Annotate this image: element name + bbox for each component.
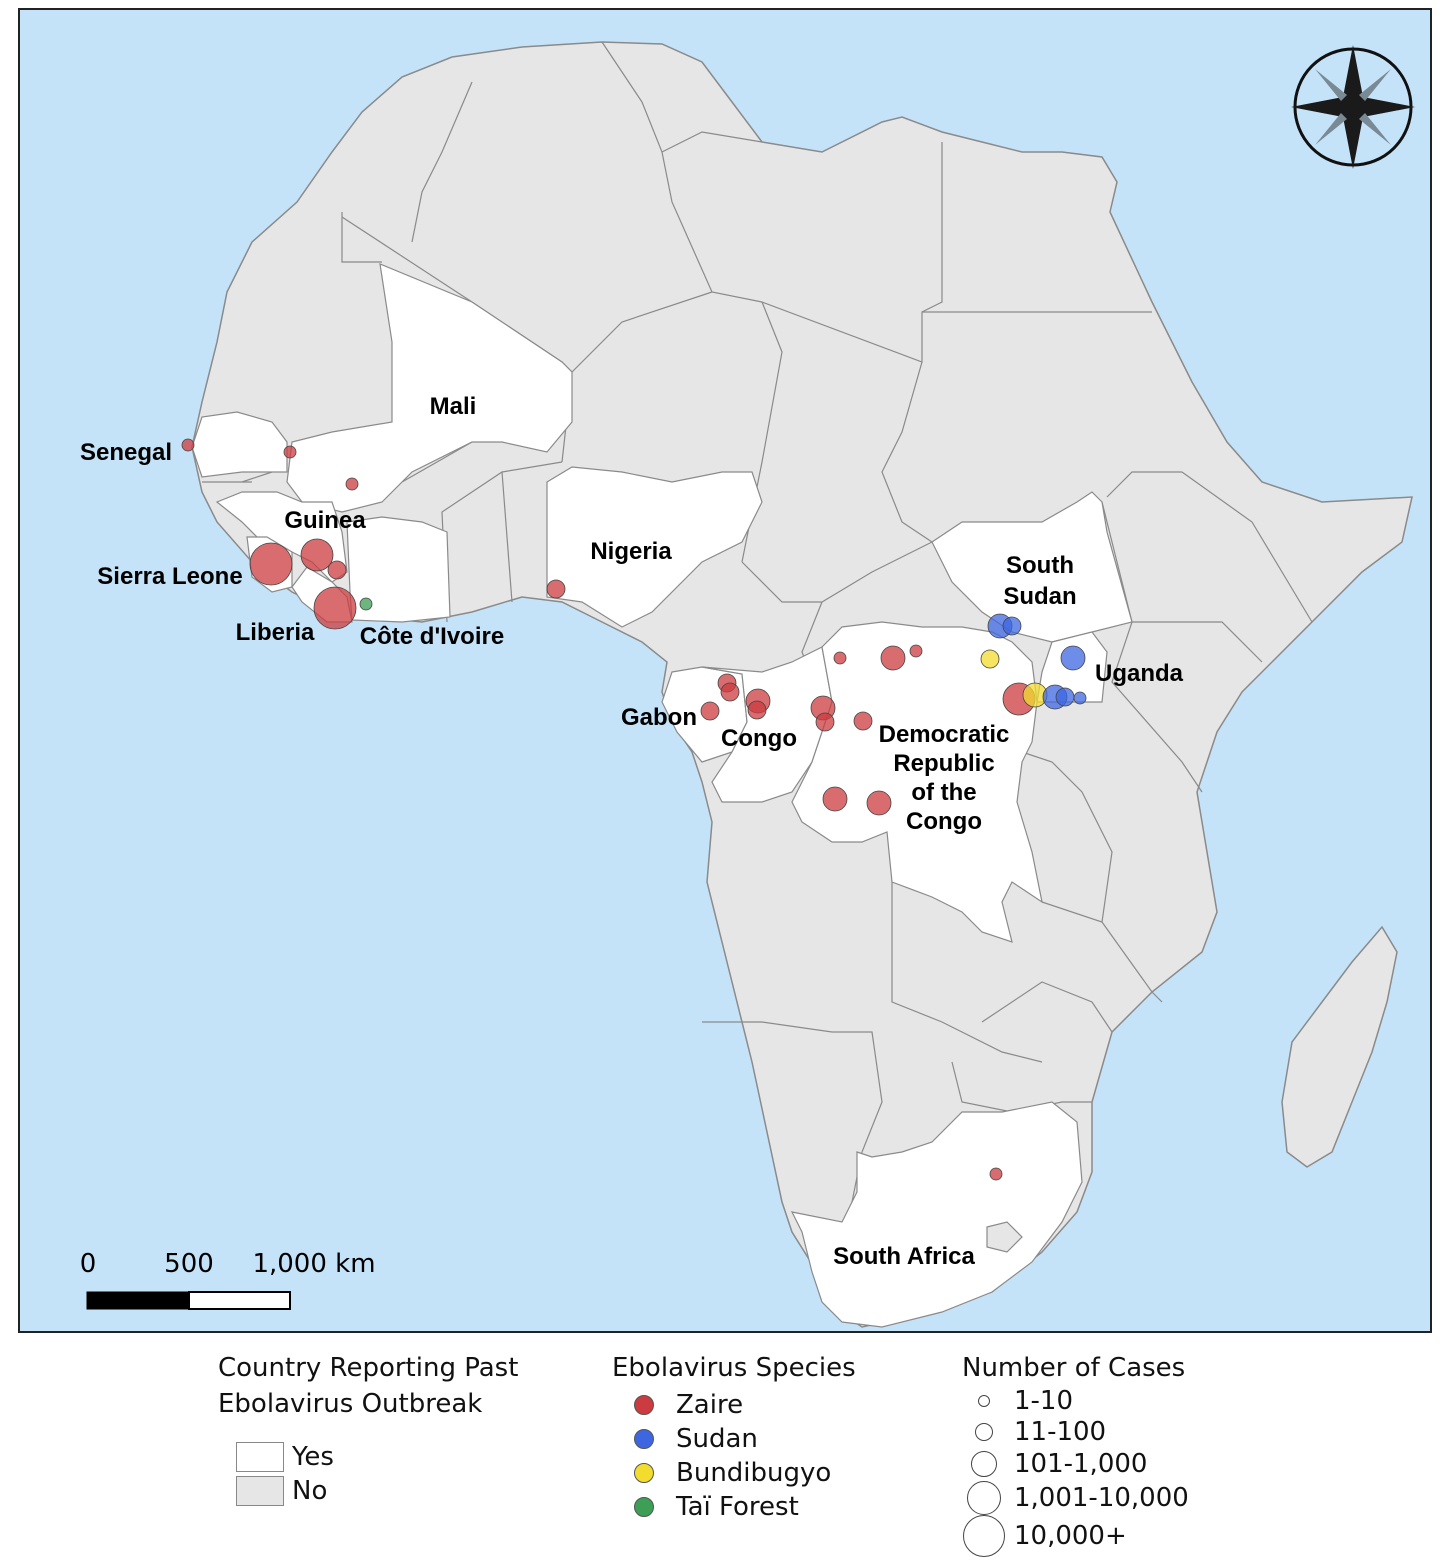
legend-case-counts: Number of Cases 1-10 11-100 101-1,000 1,001…: [962, 1350, 1189, 1557]
outbreak-marker-zaire: [989, 1167, 1003, 1181]
country-nigeria: [546, 466, 763, 628]
legend-no-row: No: [236, 1474, 518, 1508]
outbreak-marker-sudan: [1002, 616, 1022, 636]
legend-species: Ebolavirus Species Zaire Sudan Bundibugyo T…: [612, 1350, 856, 1524]
yes-countries: [191, 263, 1133, 1328]
label-uganda: Uganda: [1095, 660, 1184, 687]
legend-species-row: Zaire: [612, 1388, 856, 1422]
outbreak-marker-zaire: [313, 586, 357, 630]
no-swatch: [236, 1476, 284, 1506]
label-nigeria: Nigeria: [590, 538, 672, 565]
legend-cases-label: 1,001-10,000: [1014, 1483, 1189, 1513]
legend-species-title: Ebolavirus Species: [612, 1353, 856, 1383]
africa-map: 0 500 1,000 km Senegal Mali Guinea Sierr…: [20, 10, 1430, 1331]
scale-tick-1000: 1,000 km: [252, 1249, 375, 1279]
legend-cases-row: 10,000+: [962, 1515, 1189, 1557]
outbreak-marker-zaire: [345, 477, 359, 491]
legend-country-title: Country Reporting Past Ebolavirus Outbre…: [218, 1353, 519, 1419]
outbreak-marker-zaire: [822, 786, 848, 812]
outbreak-marker-zaire: [720, 682, 740, 702]
label-liberia: Liberia: [236, 619, 315, 646]
species-dot-icon: [634, 1463, 654, 1483]
legend-cases-label: 1-10: [1014, 1386, 1074, 1416]
country-mali: [286, 263, 573, 513]
scale-bar: 0 500 1,000 km: [80, 1249, 376, 1310]
country-congo: [701, 646, 833, 803]
country-south-africa: [790, 1101, 1083, 1328]
legend-cases-row: 1-10: [962, 1386, 1189, 1416]
label-drc-line3: of the: [911, 779, 976, 806]
scale-tick-0: 0: [80, 1249, 97, 1279]
map-frame: 0 500 1,000 km Senegal Mali Guinea Sierr…: [18, 8, 1432, 1333]
label-gabon: Gabon: [621, 704, 697, 731]
outbreak-marker-sudan: [1073, 691, 1087, 705]
label-congo: Congo: [721, 725, 797, 752]
legend-cases-row: 1,001-10,000: [962, 1480, 1189, 1516]
label-south-sudan-line2: Sudan: [1003, 583, 1076, 610]
outbreak-markers: [181, 438, 1087, 1181]
legend-species-label: Zaire: [676, 1390, 744, 1420]
legend-cases-label: 10,000+: [1014, 1521, 1127, 1551]
outbreak-marker-sudan: [1055, 687, 1075, 707]
lesotho: [986, 1221, 1023, 1253]
label-senegal: Senegal: [80, 439, 172, 466]
label-guinea: Guinea: [284, 507, 366, 534]
yes-swatch: [236, 1442, 284, 1472]
madagascar: [1281, 925, 1398, 1168]
outbreak-marker-zaire: [909, 644, 923, 658]
legend-species-row: Taï Forest: [612, 1490, 856, 1524]
legend-cases-row: 11-100: [962, 1416, 1189, 1448]
legend-yes-row: Yes: [236, 1440, 518, 1474]
species-dot-icon: [634, 1497, 654, 1517]
legend-yes-label: Yes: [292, 1442, 334, 1472]
case-size-circle-icon: [967, 1481, 1001, 1515]
label-mali: Mali: [430, 393, 477, 420]
label-sierra-leone: Sierra Leone: [97, 563, 242, 590]
scale-tick-500: 500: [164, 1249, 214, 1279]
outbreak-marker-sudan: [1060, 645, 1086, 671]
case-size-circle-icon: [978, 1395, 990, 1407]
label-drc-line2: Republic: [893, 750, 994, 777]
outbreak-marker-bundibugyo: [980, 649, 1000, 669]
case-size-circle-icon: [971, 1451, 997, 1477]
legend-species-row: Bundibugyo: [612, 1456, 856, 1490]
legend-species-row: Sudan: [612, 1422, 856, 1456]
label-drc-line1: Democratic: [879, 721, 1010, 748]
outbreak-marker-zaire: [300, 538, 334, 572]
legend-species-label: Bundibugyo: [676, 1458, 832, 1488]
country-borders: [202, 41, 1313, 1203]
species-dot-icon: [634, 1395, 654, 1415]
legend-country-status: Country Reporting Past Ebolavirus Outbre…: [218, 1350, 518, 1508]
outbreak-marker-zaire: [833, 651, 847, 665]
outbreak-marker-zaire: [853, 711, 873, 731]
outbreak-marker-zaire: [880, 645, 906, 671]
case-size-circle-icon: [963, 1515, 1005, 1557]
north-arrow-icon: [1291, 45, 1415, 169]
label-south-africa: South Africa: [833, 1243, 975, 1270]
legend-cases-title: Number of Cases: [962, 1353, 1186, 1383]
legend-cases-label: 101-1,000: [1014, 1449, 1148, 1479]
legend-cases-row: 101-1,000: [962, 1448, 1189, 1480]
outbreak-marker-zaire: [866, 790, 892, 816]
legend-no-label: No: [292, 1476, 328, 1506]
country-labels: Senegal Mali Guinea Sierra Leone Liberia…: [80, 393, 1184, 1270]
outbreak-marker-zaire: [283, 445, 297, 459]
species-dot-icon: [634, 1429, 654, 1449]
legend-cases-label: 11-100: [1014, 1417, 1107, 1447]
label-south-sudan-line1: South: [1006, 552, 1074, 579]
label-drc-line4: Congo: [906, 808, 982, 835]
outbreak-marker-zaire: [181, 438, 195, 452]
legend-species-label: Sudan: [676, 1424, 758, 1454]
legend-species-label: Taï Forest: [676, 1492, 799, 1522]
outbreak-marker-zaire: [815, 712, 835, 732]
case-size-circle-icon: [975, 1423, 993, 1441]
country-drc: [791, 621, 1043, 943]
outbreak-marker-zaire: [249, 542, 293, 586]
outbreak-marker-zaire: [546, 579, 566, 599]
outbreak-marker-zaire: [747, 700, 767, 720]
outbreak-marker-tai_forest: [359, 597, 373, 611]
outbreak-marker-zaire: [700, 701, 720, 721]
label-cote-divoire: Côte d'Ivoire: [360, 623, 504, 650]
outbreak-marker-zaire: [327, 560, 347, 580]
